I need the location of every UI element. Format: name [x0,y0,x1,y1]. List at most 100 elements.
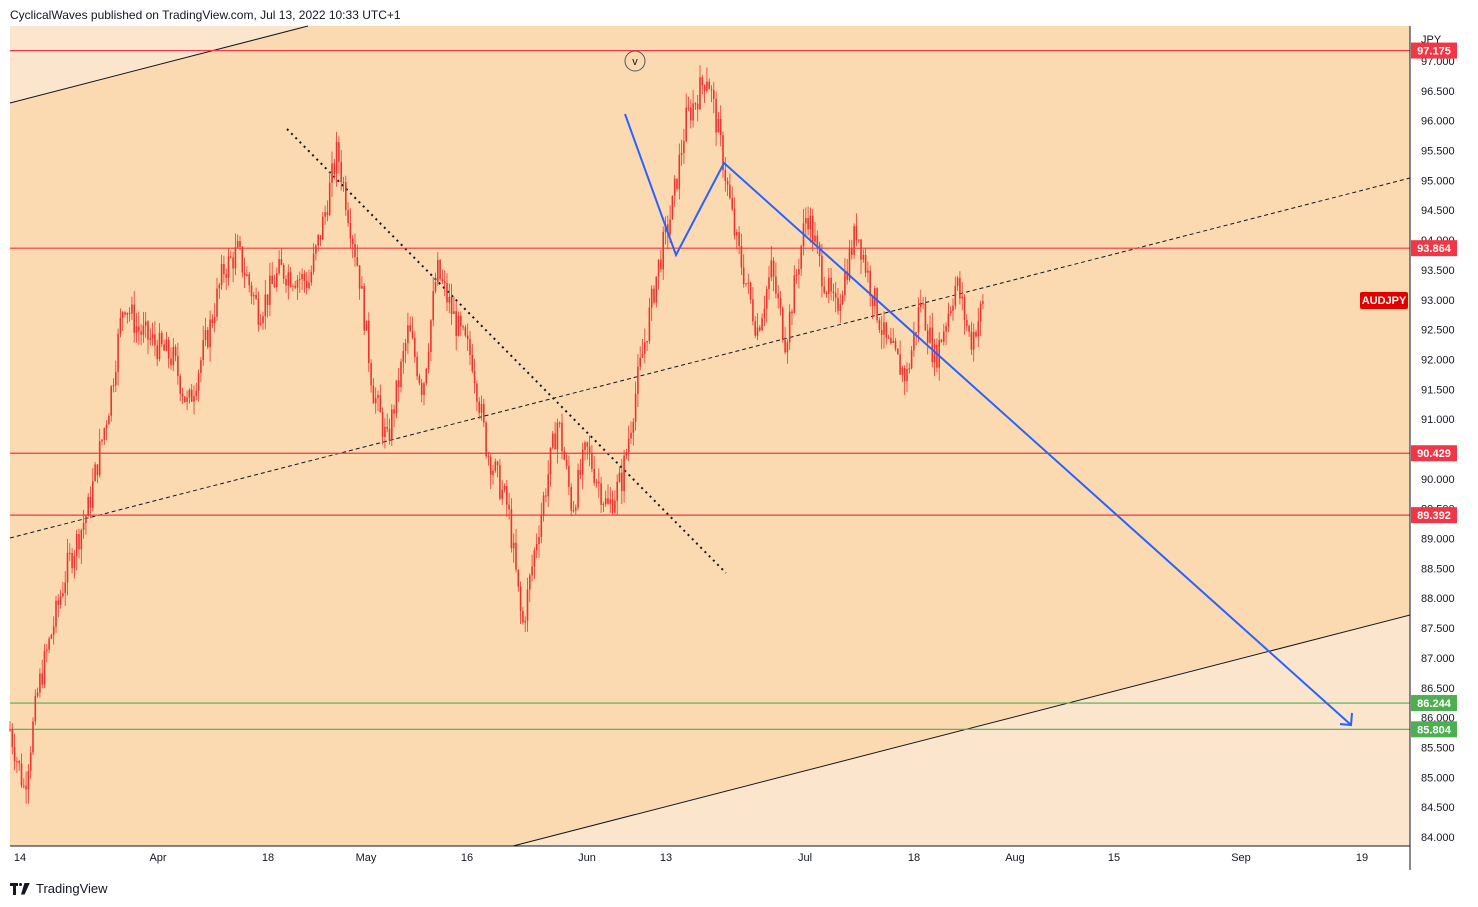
candle-body [908,368,911,370]
candle-body [473,371,476,384]
candle-body [315,245,317,254]
candle-body [464,327,467,336]
candle-body [623,455,625,492]
y-tick-label: 96.000 [1421,116,1455,128]
y-tick-label: 91.000 [1421,414,1455,426]
candle-body [62,593,64,597]
candle-body [66,552,69,583]
candle-body [262,316,264,324]
tradingview-footer[interactable]: TradingView [10,881,108,896]
candle-body [625,452,628,456]
candle-body [55,600,57,627]
candle-body [883,322,885,335]
candle-body [706,81,708,91]
candle-body [690,107,692,121]
candle-body [864,254,867,273]
candle-body [795,274,798,276]
y-tick-label: 89.000 [1421,534,1455,546]
candle-body [630,432,632,439]
candle-body [305,281,308,289]
candle-body [78,533,80,550]
candle-body [982,301,984,304]
x-tick-label: 15 [1108,852,1120,864]
candle-body [20,763,23,786]
candle-body [48,638,50,650]
candle-body [170,358,172,366]
candle-body [432,291,434,321]
candle-body [846,271,848,280]
candle-body [738,232,740,247]
candle-body [418,376,421,384]
candle-body [23,785,25,787]
candle-body [282,264,285,279]
candle-body [381,412,384,437]
candle-body [791,311,793,314]
candle-body [351,238,354,245]
candle-body [627,438,630,453]
x-tick-label: Sep [1231,852,1251,864]
candle-body [903,367,906,382]
candle-body [430,320,432,353]
candle-body [508,504,510,510]
candle-body [570,486,572,511]
candle-body [331,163,333,183]
y-tick-label: 96.500 [1421,86,1455,98]
candle-body [869,270,871,297]
candle-body [494,461,497,471]
candle-body [236,241,239,248]
candle-body [922,303,924,305]
candle-body [524,620,526,623]
candle-body [18,761,20,764]
candle-body [333,163,336,174]
candle-body [765,289,768,309]
candle-body [814,235,816,242]
candle-body [542,495,545,515]
candle-body [726,181,729,185]
candle-body [729,184,731,199]
candle-body [798,269,800,275]
candle-body [335,142,338,174]
candle-body [710,89,713,91]
x-tick-label: Aug [1005,852,1025,864]
candle-body [310,271,313,283]
candle-body [577,469,579,508]
candle-body [510,509,513,549]
candle-body [179,376,181,394]
candle-body [552,433,554,448]
candle-body [223,264,225,275]
candle-body [499,465,501,499]
candle-body [92,481,94,508]
candle-body [694,103,697,105]
candle-body [496,461,499,466]
candle-body [43,650,46,685]
candle-body [213,316,216,324]
candle-body [416,357,418,377]
candle-body [747,282,750,284]
candle-body [519,586,522,612]
candle-body [280,259,283,265]
candle-body [110,386,112,416]
candle-body [370,363,372,386]
candle-body [529,575,531,590]
candle-body [322,216,324,240]
candle-body [264,294,267,317]
candle-body [662,231,664,270]
candle-body [108,415,110,425]
candle-body [443,281,446,283]
y-tick-label: 94.500 [1421,205,1455,217]
candle-body [575,507,577,511]
candle-body [163,344,165,351]
candle-body [448,296,451,303]
x-tick-label: Jun [578,852,596,864]
candle-body [27,770,30,790]
candle-body [186,397,188,402]
candle-body [218,284,221,289]
candle-body [41,673,43,685]
candle-body [588,446,591,453]
candle-body [745,283,747,285]
candle-body [940,339,943,342]
candle-body [754,321,756,336]
candle-body [703,85,706,91]
candle-body [36,692,39,696]
